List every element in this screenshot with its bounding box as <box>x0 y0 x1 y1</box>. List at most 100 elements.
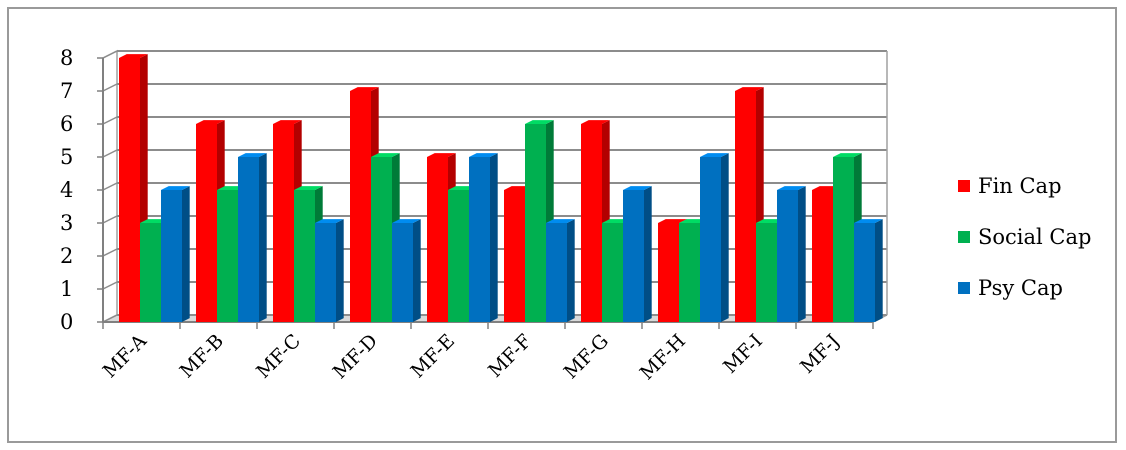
x-tick-label: MF-J <box>796 330 844 378</box>
legend-label: Psy Cap <box>978 276 1063 300</box>
bar-side <box>875 219 883 322</box>
bar <box>777 186 806 322</box>
bar-front <box>602 223 623 322</box>
legend-swatch <box>958 231 970 243</box>
x-tick-labels: MF-A MF-B MF-C MF-D MF-E MF-F MF-G MF-H MF-I MF-J <box>99 322 874 384</box>
x-tick-label: MF-D <box>329 330 382 383</box>
bar-top <box>371 153 400 157</box>
bar-front <box>756 223 777 322</box>
bar-top <box>735 87 764 91</box>
bar-front <box>217 190 238 322</box>
bar-front <box>700 157 721 322</box>
bar-side <box>182 186 190 322</box>
bar-front <box>833 157 854 322</box>
y-tick-label: 4 <box>60 178 73 202</box>
bar-top <box>350 87 379 91</box>
legend-swatch <box>958 180 970 192</box>
y-tick-label: 3 <box>60 211 73 235</box>
bar-front <box>679 223 700 322</box>
bar <box>623 186 652 322</box>
bar <box>546 219 575 322</box>
gridline-side <box>102 314 118 323</box>
x-tick-label: MF-I <box>719 330 767 378</box>
bar <box>469 153 498 322</box>
bar-front <box>119 58 140 322</box>
bar-front <box>448 190 469 322</box>
bar-side <box>336 219 344 322</box>
bar-side <box>413 219 421 322</box>
bar-front <box>273 124 294 322</box>
y-tick-label: 6 <box>60 112 73 136</box>
bar-top <box>196 120 225 124</box>
bar-top <box>469 153 498 157</box>
bar-front <box>735 91 756 322</box>
bar-top <box>581 120 610 124</box>
bar-side <box>798 186 806 322</box>
bar <box>238 153 267 322</box>
bar <box>392 219 421 322</box>
bar-front <box>525 124 546 322</box>
y-tick-label: 8 <box>60 46 73 70</box>
legend-label: Fin Cap <box>978 174 1062 198</box>
bar-front <box>196 124 217 322</box>
legend-swatch <box>958 282 970 294</box>
bar-side <box>259 153 267 322</box>
bar-top <box>315 219 344 223</box>
bar <box>161 186 190 322</box>
bar-top <box>238 153 267 157</box>
x-tick-label: MF-C <box>252 330 305 383</box>
bar-top <box>525 120 554 124</box>
bar-front <box>140 223 161 322</box>
bar-side <box>490 153 498 322</box>
x-tick-label: MF-F <box>484 330 536 382</box>
gridline-side <box>102 116 118 125</box>
bar-side <box>567 219 575 322</box>
bar-side <box>721 153 729 322</box>
bar-top <box>546 219 575 223</box>
gridline-side <box>102 215 118 224</box>
bar-top <box>854 219 883 223</box>
legend: Fin Cap Social Cap Psy Cap <box>958 174 1091 300</box>
gridline-side <box>102 182 118 191</box>
gridline-side <box>102 83 118 92</box>
bar <box>315 219 344 322</box>
x-tick-label: MF-A <box>99 330 151 382</box>
bar-top <box>392 219 421 223</box>
bar-side <box>644 186 652 322</box>
bar-front <box>469 157 490 322</box>
gridline-side <box>102 149 118 158</box>
x-tick-label: MF-E <box>407 330 459 382</box>
bar-top <box>700 153 729 157</box>
y-tick-label: 1 <box>60 277 73 301</box>
x-tick-label: MF-B <box>176 330 228 382</box>
bar-front <box>812 190 833 322</box>
bar-top <box>161 186 190 190</box>
gridline-side <box>102 281 118 290</box>
bar-top <box>294 186 323 190</box>
bar-front <box>238 157 259 322</box>
y-tick-labels: 0 1 2 3 4 5 6 7 8 <box>60 46 73 334</box>
bar-front <box>581 124 602 322</box>
bar-front <box>623 190 644 322</box>
bar <box>854 219 883 322</box>
bar-top <box>777 186 806 190</box>
y-tick-label: 7 <box>60 79 73 103</box>
gridline-side <box>102 50 118 59</box>
y-tick-label: 0 <box>60 310 73 334</box>
bar-front <box>427 157 448 322</box>
bar-front <box>504 190 525 322</box>
bar-front <box>294 190 315 322</box>
bar-front <box>161 190 182 322</box>
bar-front <box>777 190 798 322</box>
bar-top <box>119 54 148 58</box>
gridline-side <box>102 248 118 257</box>
bar-front <box>371 157 392 322</box>
bar-front <box>315 223 336 322</box>
bar-top <box>658 219 687 223</box>
legend-label: Social Cap <box>978 225 1091 249</box>
bar-top <box>427 153 456 157</box>
x-tick-label: MF-G <box>560 330 613 383</box>
bar-front <box>658 223 679 322</box>
bars <box>119 54 883 323</box>
